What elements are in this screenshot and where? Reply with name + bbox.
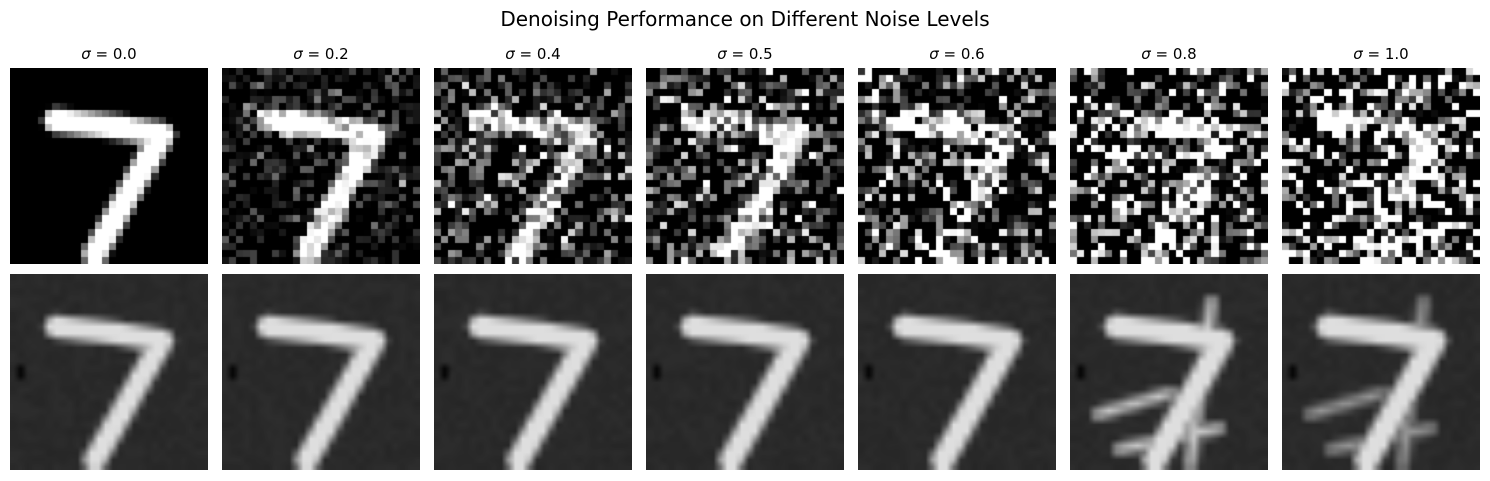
denoised-digit-image-6 xyxy=(1282,274,1480,470)
noisy-digit-image-4 xyxy=(858,68,1056,264)
column-title-3: σ = 0.5 xyxy=(717,45,773,63)
noisy-digit-image-6 xyxy=(1282,68,1480,264)
noisy-digit-image-2 xyxy=(434,68,632,264)
column-title-5: σ = 0.8 xyxy=(1141,45,1197,63)
denoised-digit-image-3 xyxy=(646,274,844,470)
noisy-digit-image-0 xyxy=(10,68,208,264)
column-title-4: σ = 0.6 xyxy=(929,45,985,63)
denoised-digit-image-2 xyxy=(434,274,632,470)
figure-title: Denoising Performance on Different Noise… xyxy=(500,7,990,31)
denoised-digit-image-4 xyxy=(858,274,1056,470)
column-title-0: σ = 0.0 xyxy=(81,45,137,63)
noisy-digit-image-3 xyxy=(646,68,844,264)
denoised-digit-image-5 xyxy=(1070,274,1268,470)
noisy-digit-image-5 xyxy=(1070,68,1268,264)
column-title-6: σ = 1.0 xyxy=(1353,45,1409,63)
denoised-digit-image-0 xyxy=(10,274,208,470)
noisy-digit-image-1 xyxy=(222,68,420,264)
column-title-2: σ = 0.4 xyxy=(505,45,561,63)
denoised-digit-image-1 xyxy=(222,274,420,470)
column-title-1: σ = 0.2 xyxy=(293,45,349,63)
